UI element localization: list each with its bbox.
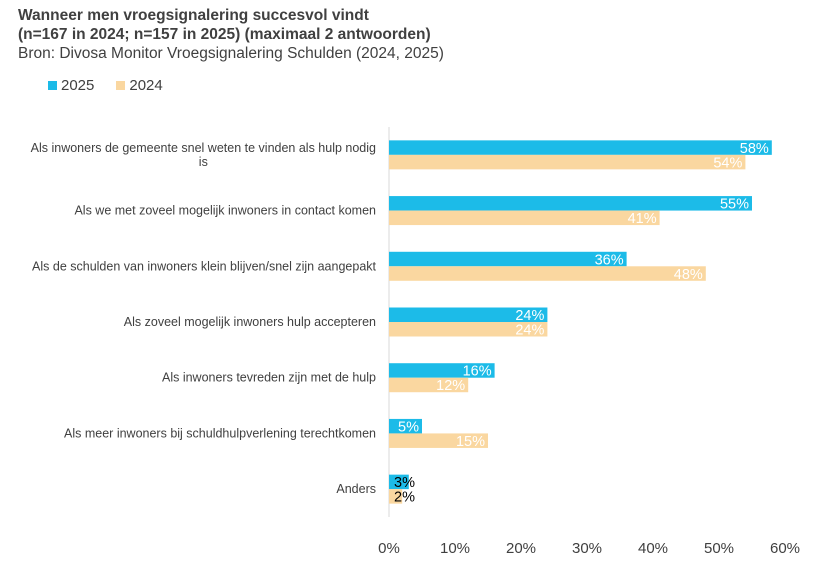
category-label: is xyxy=(199,155,208,169)
x-tick-label: 0% xyxy=(378,540,400,557)
bar-label-2025: 3% xyxy=(394,475,415,491)
x-tick-label: 20% xyxy=(506,540,536,557)
category-label: Als inwoners tevreden zijn met de hulp xyxy=(162,371,376,385)
bar-label-2024: 2% xyxy=(394,490,415,506)
bar-label-2025: 55% xyxy=(720,197,749,213)
bar-label-2024: 41% xyxy=(628,211,657,227)
bar-2025 xyxy=(389,307,548,322)
chart-title-line-2: (n=167 in 2024; n=157 in 2025) (maximaal… xyxy=(18,26,431,43)
legend-swatch-2025 xyxy=(48,81,57,90)
category-label: Als meer inwoners bij schuldhulpverlenin… xyxy=(64,426,376,440)
bar-label-2025: 58% xyxy=(740,141,769,157)
x-tick-label: 30% xyxy=(572,540,602,557)
chart-title-block: Wanneer men vroegsignalering succesvol v… xyxy=(18,6,444,63)
bar-2024 xyxy=(389,266,706,281)
category-label: Anders xyxy=(336,482,376,496)
category-label: Als we met zoveel mogelijk inwoners in c… xyxy=(74,204,376,218)
bar-2024 xyxy=(389,154,746,170)
bar-label-2024: 54% xyxy=(713,155,742,171)
bar-2025 xyxy=(389,140,772,155)
legend-label-2025: 2025 xyxy=(61,77,95,94)
bar-label-2025: 16% xyxy=(463,364,492,380)
legend-item-2025: 2025 xyxy=(48,77,94,94)
x-tick-label: 40% xyxy=(638,540,668,557)
category-label: Als zoveel mogelijk inwoners hulp accept… xyxy=(124,315,376,329)
bar-2025 xyxy=(389,363,495,378)
category-label: Als inwoners de gemeente snel weten te v… xyxy=(31,141,376,155)
legend-item-2024: 2024 xyxy=(116,77,163,94)
bar-2024 xyxy=(389,377,469,393)
bar-2025 xyxy=(389,196,752,211)
bar-2025 xyxy=(389,251,627,267)
chart-subtitle: Bron: Divosa Monitor Vroegsignalering Sc… xyxy=(18,45,444,62)
bar-label-2025: 36% xyxy=(595,252,624,268)
legend-label-2024: 2024 xyxy=(129,77,163,94)
bar-2025 xyxy=(389,418,422,434)
bar-2025 xyxy=(389,474,409,490)
bar-2024 xyxy=(389,322,548,337)
category-label: Als de schulden van inwoners klein blijv… xyxy=(32,259,376,273)
bar-label-2024: 24% xyxy=(515,323,544,339)
bar-label-2025: 24% xyxy=(515,308,544,324)
bar-label-2025: 5% xyxy=(398,419,419,435)
chart-title-line-1: Wanneer men vroegsignalering succesvol v… xyxy=(18,7,369,24)
bar-label-2024: 48% xyxy=(674,267,703,283)
legend-swatch-2024 xyxy=(116,81,126,90)
bar-label-2024: 12% xyxy=(436,378,465,394)
x-tick-label: 10% xyxy=(440,540,470,557)
bar-2024 xyxy=(389,489,403,504)
bar-2024 xyxy=(389,433,488,448)
bar-2024 xyxy=(389,210,660,226)
legend: 2025 2024 xyxy=(48,77,163,94)
bar-label-2024: 15% xyxy=(456,434,485,450)
x-tick-label: 60% xyxy=(770,540,800,557)
x-tick-label: 50% xyxy=(704,540,734,557)
